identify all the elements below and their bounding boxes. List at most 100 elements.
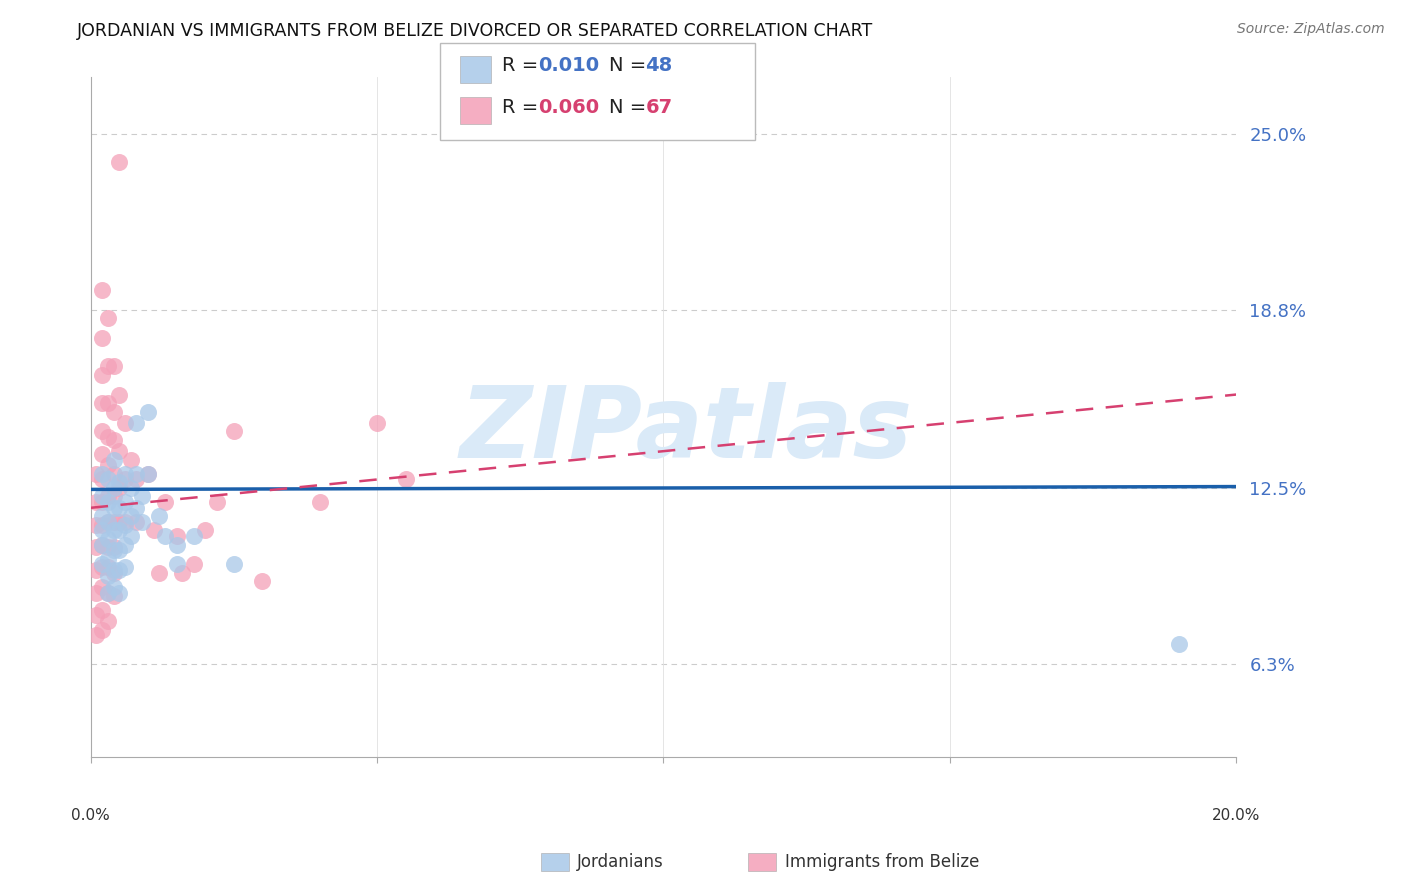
- Text: 67: 67: [645, 98, 672, 118]
- Point: [86, 563, 108, 577]
- Point: [103, 543, 125, 558]
- Point: [91, 467, 114, 481]
- Point: [108, 444, 131, 458]
- Point: [114, 515, 136, 529]
- Point: [166, 529, 188, 543]
- Point: [97, 568, 120, 582]
- Point: [114, 517, 136, 532]
- Text: R =: R =: [502, 98, 544, 118]
- Point: [125, 500, 148, 515]
- Point: [1167, 637, 1189, 651]
- Point: [108, 475, 131, 490]
- Point: [91, 490, 114, 504]
- Point: [395, 473, 418, 487]
- Point: [86, 467, 108, 481]
- Point: [222, 425, 245, 439]
- Point: [166, 538, 188, 552]
- Point: [114, 467, 136, 481]
- Point: [97, 359, 120, 374]
- Point: [108, 500, 131, 515]
- Point: [125, 467, 148, 481]
- Point: [86, 628, 108, 642]
- Text: N =: N =: [609, 55, 652, 75]
- Point: [183, 529, 205, 543]
- Point: [91, 447, 114, 461]
- Point: [97, 586, 120, 600]
- Point: [153, 529, 176, 543]
- Point: [97, 541, 120, 555]
- Point: [252, 574, 274, 589]
- Point: [120, 452, 142, 467]
- Point: [114, 560, 136, 574]
- Point: [97, 311, 120, 326]
- Text: Source: ZipAtlas.com: Source: ZipAtlas.com: [1237, 22, 1385, 37]
- Point: [91, 425, 114, 439]
- Point: [91, 368, 114, 382]
- Point: [205, 495, 228, 509]
- Point: [91, 473, 114, 487]
- Point: [114, 538, 136, 552]
- Point: [153, 495, 176, 509]
- Point: [108, 543, 131, 558]
- Point: [103, 467, 125, 481]
- Point: [148, 509, 170, 524]
- Point: [91, 558, 114, 572]
- Text: 0.060: 0.060: [538, 98, 599, 118]
- Point: [136, 467, 159, 481]
- Point: [103, 563, 125, 577]
- Text: N =: N =: [609, 98, 652, 118]
- Point: [103, 589, 125, 603]
- Point: [86, 517, 108, 532]
- Point: [91, 560, 114, 574]
- Point: [91, 538, 114, 552]
- Point: [97, 614, 120, 628]
- Point: [103, 515, 125, 529]
- Point: [103, 490, 125, 504]
- Point: [114, 416, 136, 430]
- Point: [97, 396, 120, 410]
- Text: Immigrants from Belize: Immigrants from Belize: [785, 853, 979, 871]
- Point: [86, 541, 108, 555]
- Point: [194, 524, 217, 538]
- Point: [108, 524, 131, 538]
- Point: [91, 580, 114, 594]
- Point: [91, 603, 114, 617]
- Point: [222, 558, 245, 572]
- Point: [103, 359, 125, 374]
- Text: 48: 48: [645, 55, 672, 75]
- Text: 0.0%: 0.0%: [72, 808, 110, 823]
- Point: [97, 586, 120, 600]
- Point: [91, 538, 114, 552]
- Point: [131, 490, 153, 504]
- Point: [97, 473, 120, 487]
- Text: 20.0%: 20.0%: [1212, 808, 1260, 823]
- Point: [97, 515, 120, 529]
- Point: [148, 566, 170, 580]
- Point: [308, 495, 330, 509]
- Point: [86, 495, 108, 509]
- Point: [97, 560, 120, 574]
- Point: [103, 481, 125, 495]
- Text: Jordanians: Jordanians: [576, 853, 664, 871]
- Point: [136, 404, 159, 418]
- Point: [103, 541, 125, 555]
- Point: [103, 566, 125, 580]
- Point: [97, 490, 120, 504]
- Point: [125, 473, 148, 487]
- Point: [125, 416, 148, 430]
- Point: [108, 155, 131, 169]
- Point: [103, 433, 125, 447]
- Point: [103, 580, 125, 594]
- Point: [91, 623, 114, 637]
- Point: [172, 566, 194, 580]
- Text: ZIPatlas: ZIPatlas: [460, 383, 912, 479]
- Point: [91, 331, 114, 345]
- Point: [183, 558, 205, 572]
- Point: [91, 396, 114, 410]
- Point: [108, 481, 131, 495]
- Point: [108, 563, 131, 577]
- Point: [114, 495, 136, 509]
- Point: [91, 517, 114, 532]
- Point: [108, 586, 131, 600]
- Point: [125, 515, 148, 529]
